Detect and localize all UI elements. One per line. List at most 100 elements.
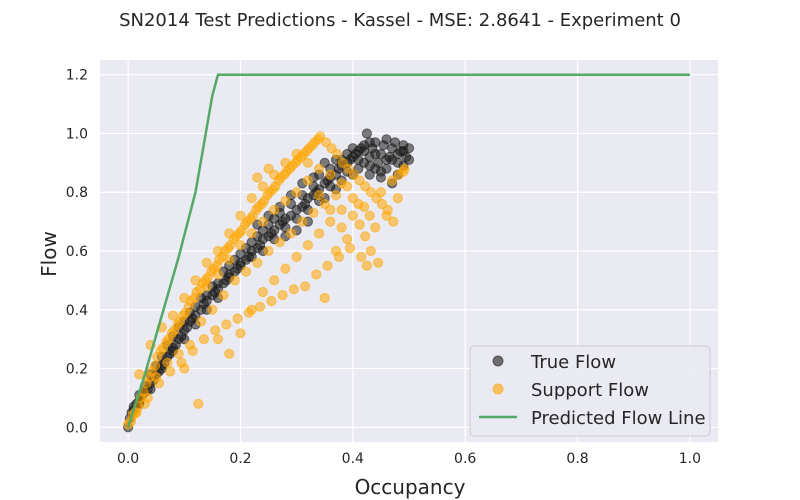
data-point [302,240,313,251]
data-point [353,154,364,165]
data-point [179,363,190,374]
data-point [207,304,218,315]
data-point [322,260,333,271]
legend-support-flow-marker [492,383,504,395]
y-tick-label: 1.2 [66,68,88,84]
data-point [288,284,299,295]
data-point [319,292,330,304]
data-point [162,357,173,368]
data-point [291,251,302,262]
y-axis-label: Flow [37,231,61,277]
data-point [280,195,291,207]
data-point [365,245,376,257]
data-point [252,172,263,183]
data-point [398,146,409,157]
data-point [257,287,268,298]
data-point [269,204,280,215]
data-layer [123,73,690,433]
data-point [285,228,297,239]
data-point [300,281,311,292]
data-point [314,163,325,174]
legend: True Flow Support Flow Predicted Flow Li… [469,345,711,437]
data-point [252,257,263,268]
data-point [224,348,235,359]
data-point [201,281,212,292]
data-point [201,257,212,268]
data-point [198,334,209,345]
data-point [291,187,302,198]
data-point [370,148,381,160]
data-point [311,269,322,280]
data-point [232,313,243,324]
data-point [257,216,268,227]
data-point [336,222,347,233]
data-point [235,328,246,339]
data-point [246,304,257,315]
data-point [302,175,313,186]
data-point [342,234,353,245]
data-point [359,201,370,212]
legend-predicted-line-label: Predicted Flow Line [531,408,706,429]
data-point [173,348,184,359]
data-point [403,154,415,165]
data-point [196,316,207,327]
data-point [139,398,150,409]
data-point [392,193,403,204]
data-point [210,325,221,336]
data-point [373,257,384,268]
data-point [361,260,372,271]
data-point [314,228,325,239]
data-point [235,248,246,259]
data-point [212,334,224,345]
data-point [308,207,319,218]
data-point [280,263,291,274]
data-point [387,175,398,186]
data-point [398,166,409,177]
data-point [291,148,302,160]
data-point [274,237,285,248]
legend-box [469,345,711,437]
data-point [297,216,308,227]
data-point [388,216,399,227]
data-point [179,292,190,304]
data-point [246,228,257,239]
data-point [336,204,347,215]
data-point [277,290,288,301]
data-point [314,190,325,201]
data-point [347,210,358,221]
x-tick-label: 0.6 [454,451,476,467]
data-point [212,245,224,257]
data-point [221,319,232,330]
x-tick-label: 0.8 [566,451,588,467]
data-point [342,148,353,160]
data-point [344,243,356,254]
data-point [375,172,386,183]
y-tick-label: 0.0 [66,420,88,436]
data-point [325,204,336,215]
data-point [235,240,246,251]
data-point [354,219,365,230]
tick-labels: 0.0 0.2 0.4 0.6 0.8 1.0 0.0 0.2 0.4 0.6 0.8 1.0 1.2 [66,68,701,467]
data-point [151,372,162,383]
y-tick-label: 0.4 [66,303,88,319]
data-point [165,366,176,377]
x-tick-label: 0.2 [229,451,251,467]
data-point [364,210,375,221]
data-point [356,251,367,262]
data-point [364,137,375,148]
predicted-flow-line [126,73,690,428]
series-1-points [123,131,410,430]
data-point [359,146,370,157]
y-tick-label: 1.0 [66,126,88,142]
data-point [370,222,381,233]
data-point [381,210,392,221]
data-point [269,275,280,286]
data-point [375,187,386,198]
data-point [381,134,392,145]
data-point [167,310,179,321]
data-point [280,157,291,168]
legend-true-flow-label: True Flow [530,352,616,373]
data-point [370,163,381,174]
data-point [246,237,257,248]
